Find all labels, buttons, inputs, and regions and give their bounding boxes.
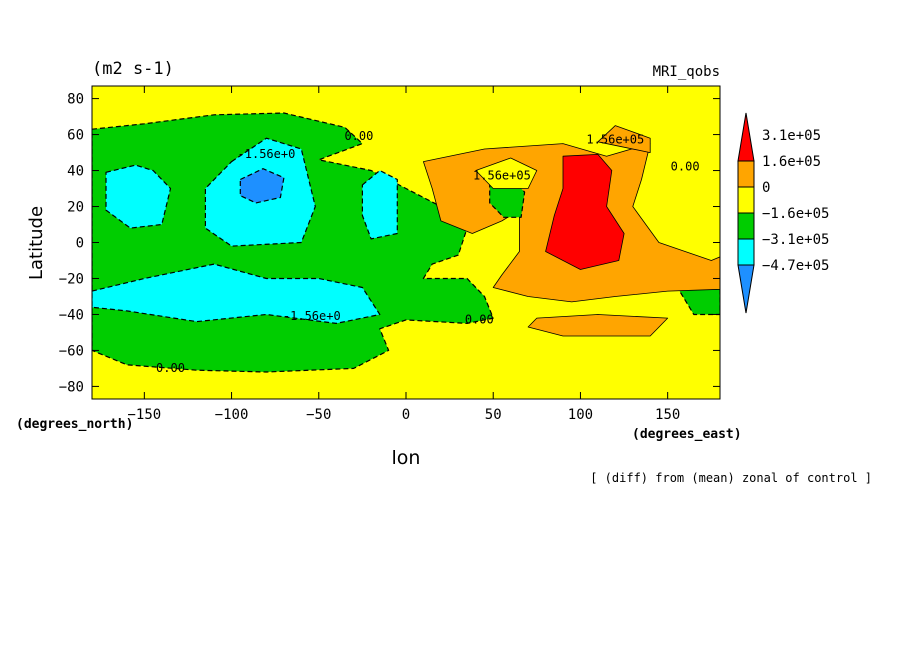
contour-region	[239, 168, 285, 204]
y-tick-label: −60	[59, 343, 84, 359]
colorbar-swatch	[737, 238, 755, 266]
colorbar-swatch	[737, 160, 755, 188]
contour-label: 0.00	[465, 312, 494, 326]
y-tick-label: −40	[59, 307, 84, 323]
contour-region	[361, 169, 398, 240]
colorbar-label: −4.7e+05	[762, 258, 829, 274]
contour-label: -1.56e+0	[238, 147, 296, 161]
x-tick-label: −150	[127, 407, 161, 423]
x-tick-label: 100	[568, 407, 593, 423]
y-tick-label: 20	[67, 200, 84, 216]
x-tick-label: 150	[655, 407, 680, 423]
x-tick-label: 0	[402, 407, 410, 423]
colorbar-label: 0	[762, 180, 770, 196]
y-axis-label: Latitude	[26, 206, 47, 280]
contour-label: -1.56e+0	[283, 309, 341, 323]
x-tick-label: −50	[306, 407, 331, 423]
footnote: [ (diff) from (mean) zonal of control ]	[590, 471, 872, 485]
colorbar-swatch	[737, 186, 755, 214]
y-axis: −80 −60 −40 −20 0 20 40 60 80	[59, 92, 720, 395]
y-axis-units: (degrees_north)	[16, 417, 133, 432]
y-tick-label: 60	[67, 128, 84, 144]
x-axis-label: lon	[392, 447, 421, 469]
contour-region	[527, 314, 669, 337]
y-tick-label: −20	[59, 271, 84, 287]
colorbar-label: 3.1e+05	[762, 128, 821, 144]
colorbar-swatch	[737, 212, 755, 240]
chart-model-name: MRI_qobs	[653, 64, 720, 80]
contour-label: 0.00	[156, 361, 185, 375]
contour-region	[92, 263, 381, 324]
colorbar-label: 1.6e+05	[762, 154, 821, 170]
contour-label: 1.56e+05	[586, 133, 644, 147]
contour-label: 0.00	[671, 160, 700, 174]
colorbar-swatch	[737, 112, 755, 162]
x-axis: −150 −100 −50 0 50 100 150	[127, 86, 680, 423]
x-tick-label: −100	[215, 407, 249, 423]
contour-label: 0.00	[344, 129, 373, 143]
colorbar-label: −1.6e+05	[762, 206, 829, 222]
y-tick-label: −80	[59, 379, 84, 395]
y-tick-label: 0	[76, 236, 84, 252]
x-tick-label: 50	[485, 407, 502, 423]
contour-region	[597, 125, 651, 154]
contour-label: 1.56e+05	[473, 169, 531, 183]
y-tick-label: 80	[67, 92, 84, 108]
contour-region	[475, 157, 538, 189]
y-tick-label: 40	[67, 164, 84, 180]
chart-title-units: (m2 s-1)	[92, 59, 174, 79]
contour-region	[105, 164, 172, 229]
colorbar-legend: 3.1e+05 1.6e+05 0 −1.6e+05 −3.1e+05 −4.7e+05	[737, 112, 829, 314]
contour-regions	[92, 86, 720, 399]
colorbar-swatch	[737, 264, 755, 314]
x-axis-units: (degrees_east)	[632, 427, 742, 442]
colorbar-label: −3.1e+05	[762, 232, 829, 248]
contour-region	[545, 153, 625, 270]
contour-labels: -1.56e+0 0.00 1.56e+05 1.56e+05 0.00 -1.56e+0…	[156, 129, 700, 375]
